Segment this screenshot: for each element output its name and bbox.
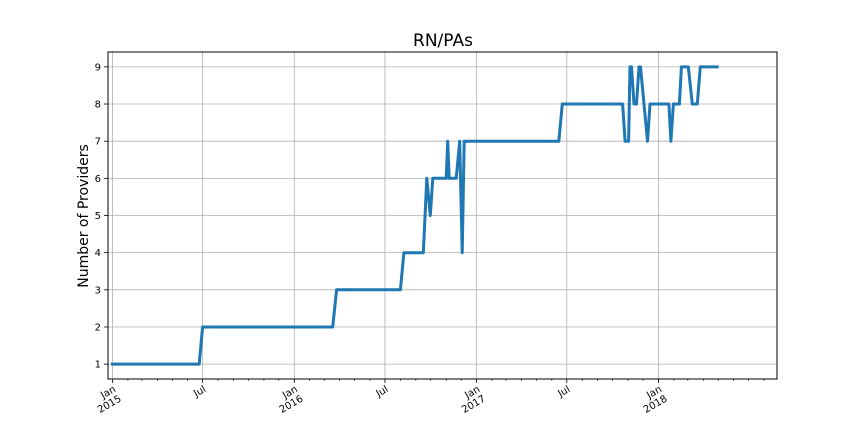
- x-tick-label: Jul: [191, 384, 208, 400]
- x-tick-label: Jan2015: [90, 384, 123, 416]
- x-tick-label: Jan2017: [455, 384, 488, 416]
- ticks: 1 2 3 4 5 6 7 8 9 Jan2015 Jul Jan2016 Jul Jan2017 Jul J…: [90, 62, 765, 416]
- y-axis-label: Number of Providers: [76, 144, 92, 288]
- y-tick-label: 2: [95, 322, 101, 333]
- grid: [108, 52, 777, 379]
- y-tick-label: 4: [95, 248, 101, 259]
- y-tick-label: 9: [95, 62, 101, 73]
- x-tick-label: Jul: [374, 384, 391, 400]
- x-tick-label: Jan2018: [636, 384, 669, 416]
- y-tick-label: 3: [95, 285, 101, 296]
- series-line: [111, 65, 719, 366]
- series-layer: [111, 65, 719, 366]
- y-tick-label: 7: [95, 137, 101, 148]
- y-tick-label: 8: [95, 100, 101, 111]
- y-tick-label: 6: [95, 174, 101, 185]
- x-tick-label: Jul: [555, 384, 572, 400]
- y-tick-label: 5: [95, 211, 101, 222]
- x-tick-label: Jan2016: [272, 384, 305, 416]
- chart-title: RN/PAs: [413, 31, 473, 51]
- plot-frame: [107, 51, 778, 380]
- y-tick-label: 1: [95, 360, 101, 371]
